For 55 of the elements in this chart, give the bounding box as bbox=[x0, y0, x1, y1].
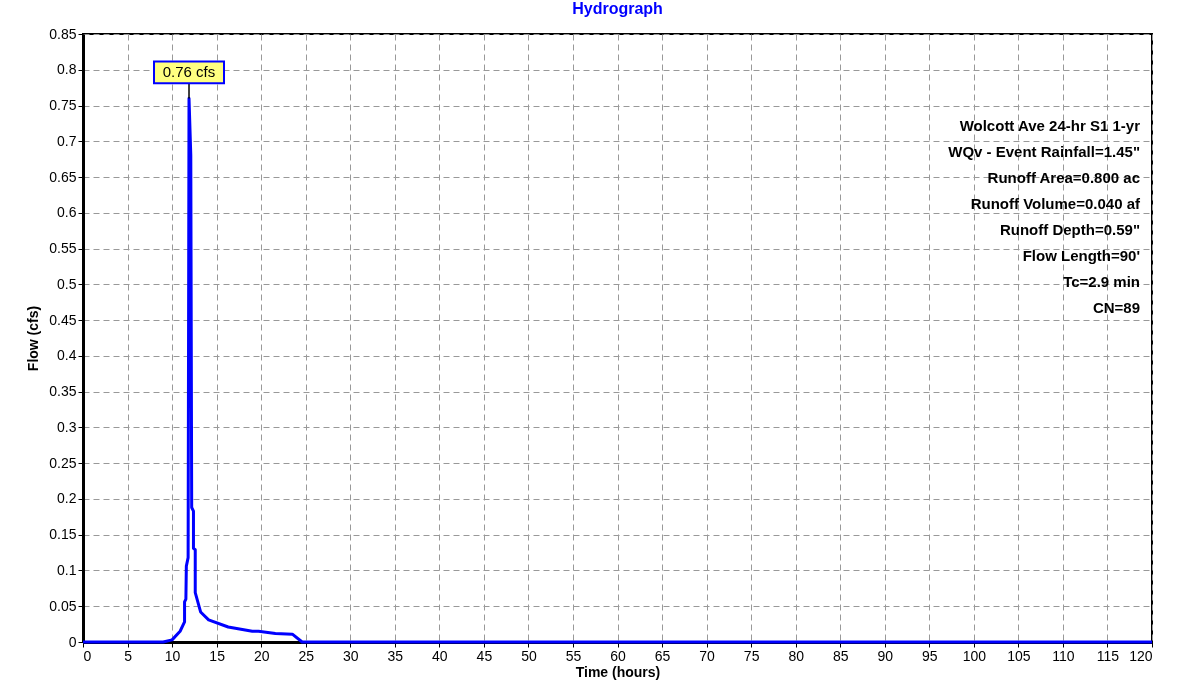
x-tick-label: 70 bbox=[699, 647, 716, 664]
y-tick-label: 0.3 bbox=[57, 418, 77, 435]
x-tick-label: 65 bbox=[654, 647, 671, 664]
annotation: Runoff Depth=0.59" bbox=[999, 221, 1140, 238]
y-tick-label: 0.25 bbox=[49, 454, 77, 471]
x-tick-label: 105 bbox=[1007, 647, 1031, 664]
y-tick-label: 0.85 bbox=[49, 25, 77, 42]
x-tick-label: 50 bbox=[521, 647, 537, 664]
x-tick-label: 5 bbox=[124, 647, 133, 664]
y-axis-title: Flow (cfs) bbox=[25, 305, 42, 372]
x-tick-label: 120 bbox=[1129, 647, 1153, 664]
x-tick-label: 15 bbox=[209, 647, 226, 664]
x-tick-label: 80 bbox=[788, 647, 805, 664]
x-tick-label: 85 bbox=[832, 647, 849, 664]
y-tick-label: 0.5 bbox=[57, 275, 77, 292]
y-tick-label: 0.7 bbox=[57, 132, 77, 149]
y-tick-label: 0 bbox=[68, 633, 77, 650]
x-tick-label: 35 bbox=[387, 647, 404, 664]
y-tick-label: 0.4 bbox=[57, 347, 77, 364]
y-tick-label: 0.15 bbox=[49, 526, 77, 543]
x-tick-label: 90 bbox=[877, 647, 894, 664]
y-tick-label: 0.8 bbox=[57, 61, 77, 78]
x-axis-title: Time (hours) bbox=[575, 663, 661, 680]
x-tick-label: 95 bbox=[922, 647, 938, 664]
x-tick-label: 40 bbox=[432, 647, 448, 664]
x-tick-label: 100 bbox=[962, 647, 987, 664]
y-tick-label: 0.55 bbox=[49, 240, 77, 257]
annotation: WQv - Event Rainfall=1.45" bbox=[948, 143, 1140, 160]
annotation: Flow Length=90' bbox=[1022, 247, 1140, 264]
y-tick-label: 0.6 bbox=[57, 204, 77, 221]
x-tick-label: 10 bbox=[164, 647, 181, 664]
y-tick-label: 0.1 bbox=[57, 561, 77, 578]
x-tick-label: 110 bbox=[1052, 647, 1075, 664]
annotation: Tc=2.9 min bbox=[1063, 273, 1140, 290]
x-tick-label: 30 bbox=[342, 647, 359, 664]
y-tick-label: 0.05 bbox=[49, 597, 77, 614]
x-tick-label: 60 bbox=[610, 647, 626, 664]
y-tick-label: 0.75 bbox=[49, 97, 77, 114]
x-tick-label: 75 bbox=[743, 647, 760, 664]
y-tick-label: 0.35 bbox=[49, 383, 77, 400]
x-tick-label: 115 bbox=[1096, 647, 1120, 664]
x-tick-label: 55 bbox=[565, 647, 582, 664]
annotation: CN=89 bbox=[1092, 299, 1140, 316]
x-tick-label: 20 bbox=[253, 647, 270, 664]
y-tick-label: 0.65 bbox=[49, 168, 77, 185]
annotation: Runoff Volume=0.040 af bbox=[970, 195, 1141, 212]
annotation: 0.76 cfs bbox=[162, 63, 216, 81]
x-tick-label: 0 bbox=[83, 647, 92, 664]
x-tick-label: 45 bbox=[476, 647, 493, 664]
y-tick-label: 0.2 bbox=[57, 490, 77, 507]
chart-title: Hydrograph bbox=[572, 0, 663, 17]
y-tick-label: 0.45 bbox=[49, 311, 77, 328]
annotation: Wolcott Ave 24-hr S1 1-yr bbox=[959, 117, 1141, 134]
x-tick-label: 25 bbox=[298, 647, 315, 664]
annotation: Runoff Area=0.800 ac bbox=[987, 169, 1140, 186]
